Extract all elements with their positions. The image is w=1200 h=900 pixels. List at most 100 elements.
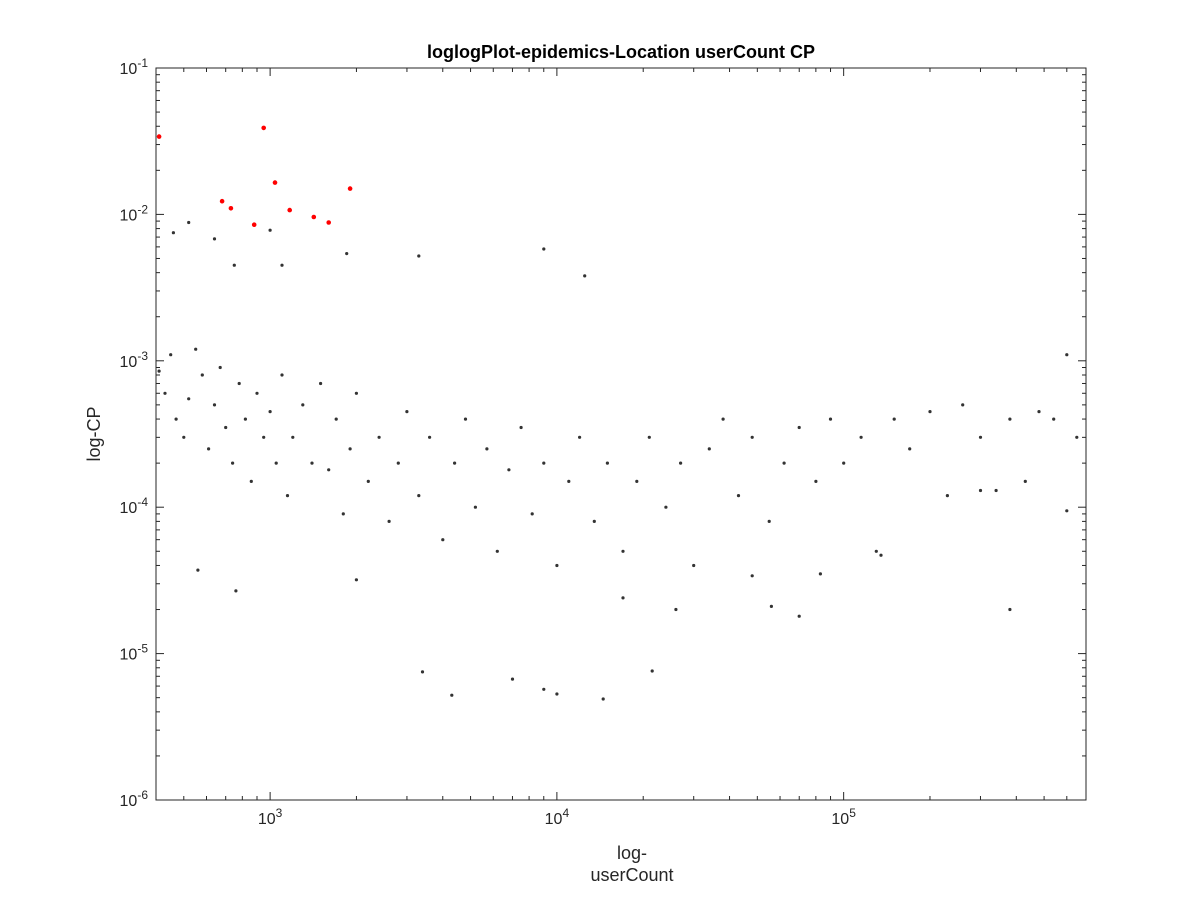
scatter-point [797,614,801,618]
scatter-point [194,347,198,351]
scatter-point [417,494,421,498]
scatter-point [347,186,353,191]
scatter-point [187,220,191,225]
x-axis-label-line-2: userCount [590,865,673,885]
scatter-point [156,134,162,139]
scatter-point [174,417,178,421]
scatter-point [280,263,284,267]
scatter-point [243,417,247,421]
x-axis-label-line-1: log- [617,843,647,863]
scatter-point [163,391,167,395]
scatter-point [605,461,610,465]
scatter-point [978,435,983,439]
scatter-point [592,519,596,524]
scatter-point [249,479,253,483]
y-tick-label: 10-6 [120,788,149,810]
points-layer [156,125,1079,701]
scatter-point [301,403,305,407]
scatter-point [621,549,625,553]
scatter-point [721,417,725,421]
scatter-point [978,488,983,493]
scatter-point [310,461,314,465]
scatter-point [272,180,278,185]
scatter-point [268,410,272,414]
scatter-point [908,447,912,451]
scatter-point [555,563,559,568]
scatter-point [326,220,332,225]
scatter-point [212,403,217,407]
scatter-point [542,687,546,691]
scatter-point [647,435,651,439]
scatter-point [387,519,391,524]
scatter-point [601,697,605,701]
scatter-point [859,435,863,439]
chart-title: loglogPlot-epidemics-Location userCount … [427,42,815,62]
scatter-point [354,391,358,395]
scatter-point [196,568,200,572]
scatter-point [212,237,217,241]
scatter-point [234,589,238,593]
scatter-point [879,553,883,557]
scatter-point [348,447,352,451]
scatter-point [892,417,896,421]
scatter-point [583,274,587,278]
scatter-point [377,435,381,439]
scatter-point [994,488,998,493]
scatter-point [417,254,421,258]
scatter-point [818,572,823,576]
scatter-point [237,381,241,386]
y-tick-label: 10-4 [120,495,149,517]
scatter-point [171,231,175,235]
scatter-point [311,214,317,220]
scatter-point [1052,417,1056,421]
scatter-point [542,247,546,251]
scatter-point [782,461,786,465]
scatter-point [542,461,546,465]
scatter-point [814,479,818,483]
scatter-point [635,479,639,483]
y-axis-label: log-CP [84,406,104,461]
scatter-point [750,435,754,439]
scatter-point [319,381,323,386]
scatter-point [961,403,965,407]
scatter-point [1075,435,1079,439]
scatter-point [650,669,654,673]
scatter-point [291,435,295,439]
scatter-point [453,461,457,465]
scatter-point [334,417,338,421]
scatter-point [797,425,801,430]
y-tick-label: 10-5 [120,642,149,664]
scatter-point [679,461,683,465]
scatter-point [187,397,191,401]
scatter-point [232,263,236,267]
scatter-point [928,410,932,414]
scatter-point [567,479,571,483]
scatter-point [169,353,173,357]
scatter-point [736,494,741,498]
scatter-point [405,410,409,414]
scatter-point [767,519,771,524]
scatter-point [555,692,559,696]
scatter-point [1065,509,1069,513]
scatter-point [750,574,754,578]
scatter-point [268,228,272,232]
scatter-point [396,461,400,465]
scatter-point [280,373,284,377]
scatter-point [945,494,950,498]
scatter-point [345,252,349,256]
scatter-point [707,447,711,451]
scatter-point [874,549,878,553]
scatter-point [664,505,668,509]
scatter-point [495,549,499,553]
scatter-point [274,461,278,465]
scatter-point [485,447,489,451]
scatter-point [219,198,225,204]
scatter-point [261,125,267,131]
scatter-point [228,206,234,211]
scatter-point [530,512,534,516]
plot-frame [155,67,1087,801]
scatter-point [507,468,511,472]
scatter-point [621,596,625,600]
